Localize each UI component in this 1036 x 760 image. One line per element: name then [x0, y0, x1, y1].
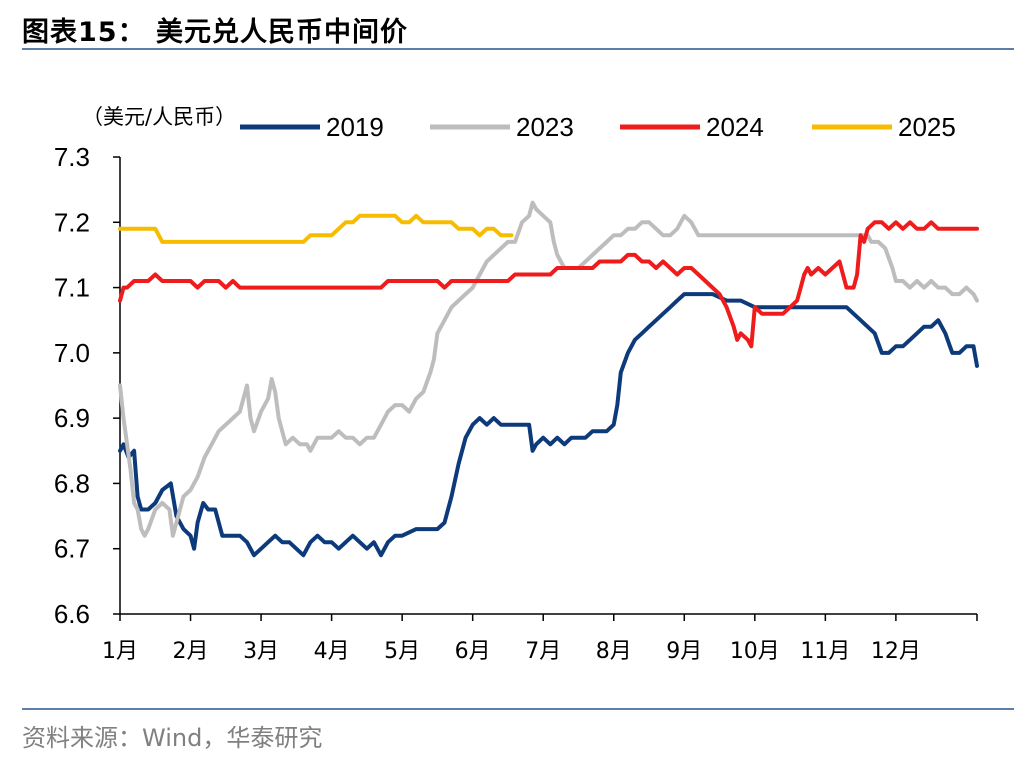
x-tick-label: 5月 [384, 639, 420, 664]
y-tick-label: 6.8 [54, 468, 90, 498]
x-tick-label: 11月 [800, 639, 850, 664]
header-divider [22, 48, 1014, 50]
y-axis-unit-label: （美元/人民币） [82, 105, 236, 129]
exchange-rate-chart: （美元/人民币） 7.3 7.2 7.1 7.0 6.9 6.8 6.7 6.6 1月 2月 3月 4… [54, 105, 979, 664]
y-tick-label: 7.1 [54, 273, 90, 303]
x-tick-label: 6月 [455, 639, 491, 664]
series-line-2025 [118, 213, 514, 244]
chart-series-lines [118, 200, 979, 558]
legend-label: 2019 [326, 112, 384, 142]
series-line-2023 [118, 200, 979, 538]
chart-axes: 7.3 7.2 7.1 7.0 6.9 6.8 6.7 6.6 1月 2月 3月 4月 5月 6月 7月 8月… [54, 142, 978, 664]
x-tick-label: 12月 [871, 639, 921, 664]
legend-item-2019: 2019 [240, 112, 384, 142]
x-tick-label: 4月 [314, 639, 350, 664]
y-tick-label: 7.2 [54, 207, 90, 237]
footer-divider [22, 708, 1014, 710]
x-tick-label: 10月 [730, 639, 780, 664]
series-line-2019 [118, 292, 979, 558]
chart-title: 图表15： 美元兑人民币中间价 [22, 17, 408, 48]
series-line-2024 [118, 220, 979, 349]
y-tick-label: 6.6 [54, 599, 90, 629]
legend-item-2023: 2023 [430, 112, 574, 142]
y-tick-label: 7.3 [54, 142, 90, 172]
legend-label: 2023 [516, 112, 574, 142]
source-note: 资料来源：Wind，华泰研究 [22, 724, 323, 752]
y-tick-label: 6.7 [54, 534, 90, 564]
y-tick-label: 6.9 [54, 403, 90, 433]
legend-item-2025: 2025 [812, 112, 956, 142]
legend-item-2024: 2024 [620, 112, 764, 142]
x-tick-label: 8月 [596, 639, 632, 664]
y-tick-label: 7.0 [54, 338, 90, 368]
x-tick-label: 2月 [173, 639, 209, 664]
legend-label: 2025 [898, 112, 956, 142]
x-tick-label: 3月 [243, 639, 279, 664]
x-tick-label: 9月 [666, 639, 702, 664]
legend-label: 2024 [706, 112, 764, 142]
x-tick-label: 7月 [525, 639, 561, 664]
chart-legend: 2019 2023 2024 2025 [240, 112, 956, 142]
x-tick-label: 1月 [102, 639, 138, 664]
